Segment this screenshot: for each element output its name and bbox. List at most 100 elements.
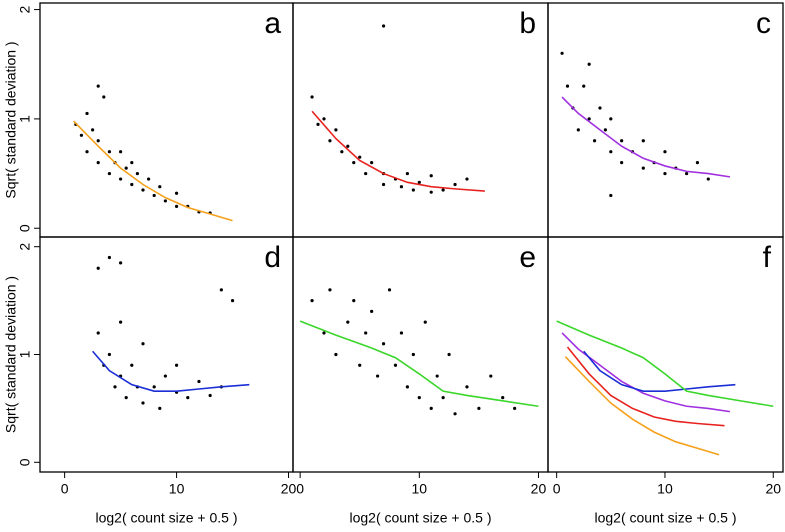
- point: [435, 374, 439, 378]
- point: [107, 352, 112, 357]
- point: [453, 182, 457, 187]
- point: [141, 401, 145, 405]
- point: [340, 150, 344, 154]
- point: [576, 128, 580, 132]
- point: [197, 379, 201, 384]
- point: [163, 374, 167, 378]
- point: [376, 374, 380, 378]
- point: [208, 393, 212, 398]
- point: [453, 412, 457, 416]
- point: [119, 261, 123, 265]
- point: [322, 331, 326, 335]
- point: [429, 406, 433, 410]
- point: [124, 166, 128, 170]
- point: [96, 331, 100, 335]
- y-tick-label: 0: [17, 458, 33, 466]
- panel-label: c: [756, 7, 771, 40]
- x-axis-label: log2( count size + 0.5 ): [95, 510, 237, 526]
- point: [358, 363, 362, 367]
- point: [158, 406, 162, 410]
- trend-line: [73, 120, 233, 222]
- point: [582, 84, 586, 88]
- point: [310, 95, 314, 99]
- point: [429, 174, 433, 178]
- point: [620, 161, 624, 165]
- point: [130, 161, 134, 165]
- panel-frame: [547, 236, 784, 473]
- point: [393, 363, 398, 367]
- point: [96, 139, 100, 143]
- x-tick-label: 20: [531, 481, 547, 497]
- point: [609, 150, 613, 154]
- trend-line: [92, 350, 250, 392]
- x-tick-label: 10: [657, 481, 673, 497]
- x-tick-label: 10: [169, 481, 185, 497]
- trend-line: [311, 110, 485, 192]
- point: [609, 117, 613, 121]
- point: [130, 363, 134, 367]
- y-tick-label: 2: [17, 243, 33, 251]
- point: [85, 111, 89, 116]
- x-tick-label: 0: [61, 481, 69, 497]
- point: [364, 331, 368, 335]
- point: [587, 62, 591, 66]
- point: [405, 385, 409, 389]
- point: [381, 342, 386, 346]
- point: [405, 171, 409, 176]
- panel-label: d: [264, 241, 281, 274]
- point: [465, 177, 469, 181]
- point: [598, 106, 602, 110]
- panel-label: b: [519, 7, 536, 40]
- point: [96, 84, 100, 88]
- y-tick-label: 1: [17, 115, 33, 123]
- point: [447, 352, 451, 357]
- point: [174, 204, 179, 208]
- y-axis-label: Sqrt( standard deviation ): [3, 276, 19, 433]
- point: [477, 406, 481, 410]
- point: [560, 51, 564, 55]
- point: [441, 188, 445, 192]
- point: [417, 180, 421, 184]
- point: [592, 139, 597, 143]
- point: [102, 95, 106, 99]
- point: [334, 352, 338, 357]
- trend-line: [583, 350, 736, 392]
- x-tick-label: 0: [296, 481, 304, 497]
- x-tick-label: 20: [765, 481, 781, 497]
- point: [124, 396, 128, 400]
- point: [381, 182, 386, 187]
- point: [364, 171, 368, 176]
- panel-frame: [292, 2, 549, 238]
- point: [158, 185, 162, 189]
- point: [641, 139, 645, 143]
- point: [381, 24, 386, 28]
- point: [609, 193, 613, 198]
- trend-line: [564, 356, 720, 456]
- point: [411, 352, 415, 357]
- point: [163, 199, 167, 203]
- x-tick-label: 20: [281, 481, 297, 497]
- point: [399, 331, 404, 335]
- point: [219, 288, 223, 292]
- x-axis-label: log2( count size + 0.5 ): [349, 510, 491, 526]
- point: [513, 406, 517, 410]
- point: [429, 190, 433, 194]
- point: [107, 150, 112, 154]
- point: [370, 161, 374, 165]
- point: [96, 266, 100, 270]
- point: [174, 191, 179, 195]
- trend-line: [566, 346, 725, 427]
- point: [423, 320, 427, 324]
- trend-line: [299, 320, 539, 408]
- y-tick-label: 2: [17, 5, 33, 13]
- y-tick-label: 0: [17, 224, 33, 232]
- trend-line: [556, 320, 774, 408]
- panel-frame: [547, 2, 784, 238]
- point: [141, 342, 145, 346]
- point: [135, 171, 139, 176]
- point: [695, 161, 700, 165]
- point: [119, 177, 123, 181]
- panel-frame: [292, 236, 549, 473]
- panel-frame: [39, 236, 294, 473]
- point: [641, 166, 645, 170]
